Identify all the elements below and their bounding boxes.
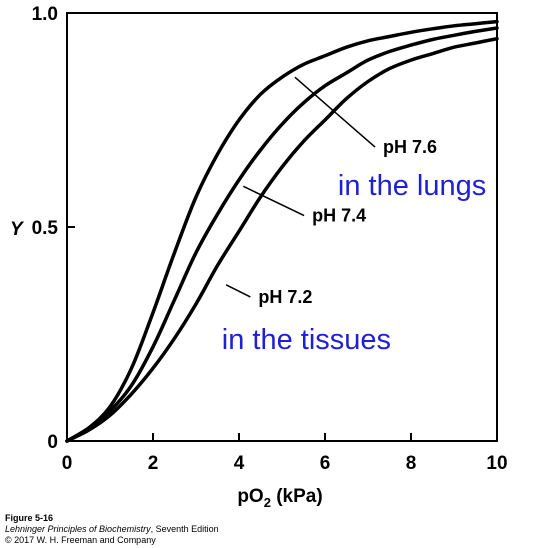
leader-ph-7-6	[294, 76, 376, 148]
series-label-ph-7-4: pH 7.4	[312, 206, 366, 226]
figure-number: Figure 5-16	[5, 513, 54, 523]
leader-ph-7-4	[242, 185, 305, 217]
x-axis-title-main: pO	[237, 486, 263, 507]
y-axis-title: Y	[10, 219, 25, 240]
book-citation: Lehninger Principles of Biochemistry, Se…	[5, 524, 219, 535]
label-leaders	[225, 76, 376, 298]
axis-ticks	[66, 12, 498, 442]
series-label-ph-7-6: pH 7.6	[383, 137, 437, 157]
curve-ph-7-4	[65, 26, 499, 443]
x-tick-label: 2	[148, 453, 159, 474]
x-axis-title-subscript: 2	[264, 495, 271, 510]
x-tick-label: 8	[406, 453, 417, 474]
book-edition: , Seventh Edition	[150, 524, 219, 534]
x-axis-title: pO2 (kPa)	[237, 486, 322, 510]
series-labels: pH 7.6 pH 7.4 pH 7.2	[258, 137, 437, 307]
curve-ph-7-2	[65, 36, 499, 443]
y-tick-label: 0	[47, 432, 58, 453]
copyright-line: © 2017 W. H. Freeman and Company	[5, 535, 156, 545]
book-title: Lehninger Principles of Biochemistry	[5, 524, 151, 534]
x-tick-label: 0	[62, 453, 73, 474]
y-tick-label: 0.5	[32, 218, 59, 239]
oxygen-binding-chart: 0 2 4 6 8 10 0 0.5 1.0 pH 7.6 pH 7.4 pH 7.2 in the…	[10, 4, 508, 510]
x-axis-title-unit: (kPa)	[271, 486, 323, 507]
leader-ph-7-2	[225, 284, 251, 298]
y-tick-label: 1.0	[32, 4, 58, 25]
series-label-ph-7-2: pH 7.2	[258, 287, 312, 307]
annotation-in-the-lungs: in the lungs	[338, 170, 486, 202]
x-tick-label: 6	[320, 453, 331, 474]
curves	[65, 19, 499, 443]
annotation-in-the-tissues: in the tissues	[222, 324, 391, 356]
x-tick-label: 4	[234, 453, 245, 474]
x-tick-label: 10	[486, 453, 507, 474]
tick-labels: 0 2 4 6 8 10 0 0.5 1.0	[32, 4, 508, 474]
annotations: in the lungs in the tissues	[222, 170, 486, 356]
curve-ph-7-6	[65, 19, 499, 443]
